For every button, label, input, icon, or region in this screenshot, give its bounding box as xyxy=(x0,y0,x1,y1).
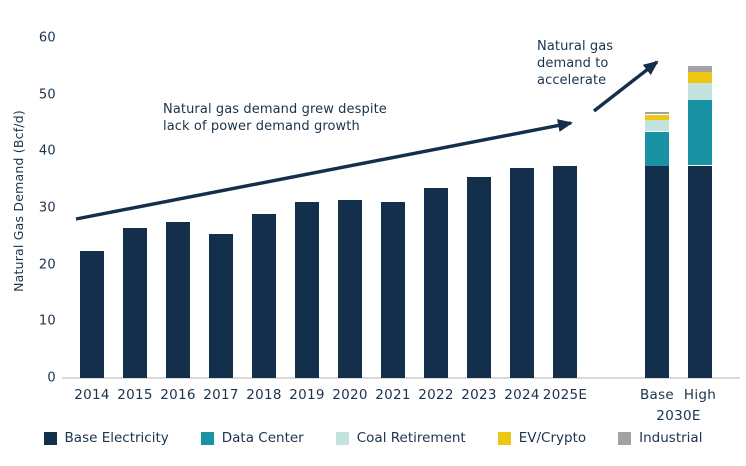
x-axis-label-2025E: 2025E xyxy=(542,387,588,403)
bar-2020 xyxy=(338,199,362,378)
annotation-growth-text: Natural gas demand grew despite lack of … xyxy=(163,102,387,134)
bar-2022 xyxy=(424,188,448,378)
scenario-group-label: 2030E xyxy=(656,408,701,424)
bar-2015 xyxy=(123,227,147,378)
y-axis-tick-label: 50 xyxy=(38,87,56,103)
x-axis-label-2024: 2024 xyxy=(504,387,540,403)
legend-label: Base Electricity xyxy=(64,430,169,446)
bar-base-segment-data-center xyxy=(645,131,669,166)
legend: Base Electricity Data Center Coal Retireme… xyxy=(0,430,746,446)
x-axis-label-2023: 2023 xyxy=(461,387,497,403)
legend-item-base-electricity: Base Electricity xyxy=(43,430,169,446)
legend-label: EV/Crypto xyxy=(518,430,587,446)
x-axis-label-2014: 2014 xyxy=(74,387,110,403)
bar-2016 xyxy=(166,222,190,378)
bar-base-segment-ev-crypto xyxy=(645,114,669,121)
legend-label: Coal Retirement xyxy=(356,430,466,446)
bar-2019 xyxy=(295,202,319,378)
bar-high-segment-coal-retirement xyxy=(688,83,712,101)
x-axis-label-2016: 2016 xyxy=(160,387,196,403)
bar-2025E xyxy=(553,165,577,378)
x-axis-label-2019: 2019 xyxy=(289,387,325,403)
legend-item-coal-retirement: Coal Retirement xyxy=(335,430,466,446)
x-axis-label-2021: 2021 xyxy=(375,387,411,403)
y-axis-tick-label: 20 xyxy=(38,257,56,273)
y-axis-tick-label: 60 xyxy=(38,30,56,46)
bar-2024 xyxy=(510,168,534,378)
legend-label: Industrial xyxy=(639,430,703,446)
legend-swatch-icon xyxy=(335,431,349,445)
x-axis-label-2022: 2022 xyxy=(418,387,454,403)
bar-high-segment-industrial xyxy=(688,66,712,72)
bar-base-segment-base-electricity xyxy=(645,165,669,378)
legend-swatch-icon xyxy=(618,431,632,445)
bar-2014 xyxy=(80,250,104,378)
annotation-accelerate-text: Natural gas demand to accelerate xyxy=(537,39,614,88)
x-axis-label-2017: 2017 xyxy=(203,387,239,403)
x-axis-label-2020: 2020 xyxy=(332,387,368,403)
legend-item-ev-crypto: EV/Crypto xyxy=(497,430,587,446)
y-axis-tick-label: 40 xyxy=(38,143,56,159)
x-axis-line xyxy=(62,377,740,379)
bar-high-segment-ev-crypto xyxy=(688,72,712,84)
legend-swatch-icon xyxy=(43,431,57,445)
y-axis-tick-label: 30 xyxy=(38,200,56,216)
bar-base-segment-coal-retirement xyxy=(645,120,669,132)
legend-item-industrial: Industrial xyxy=(618,430,702,446)
legend-item-data-center: Data Center xyxy=(200,430,304,446)
bar-2021 xyxy=(381,202,405,378)
bar-2023 xyxy=(467,176,491,378)
x-axis-label-base: Base xyxy=(639,387,675,403)
bar-2018 xyxy=(252,213,276,378)
legend-label: Data Center xyxy=(221,430,304,446)
x-axis-label-2015: 2015 xyxy=(117,387,153,403)
y-axis-tick-label: 0 xyxy=(47,370,56,386)
bar-high-segment-base-electricity xyxy=(688,165,712,378)
bar-high-segment-data-center xyxy=(688,100,712,166)
legend-swatch-icon xyxy=(497,431,511,445)
y-axis-tick-label: 10 xyxy=(38,313,56,329)
x-axis-label-2018: 2018 xyxy=(246,387,282,403)
bar-base-segment-industrial xyxy=(645,111,669,115)
legend-swatch-icon xyxy=(200,431,214,445)
growth-trend-arrow xyxy=(75,119,573,221)
x-axis-label-high: High xyxy=(683,387,717,403)
bar-2017 xyxy=(209,233,233,378)
